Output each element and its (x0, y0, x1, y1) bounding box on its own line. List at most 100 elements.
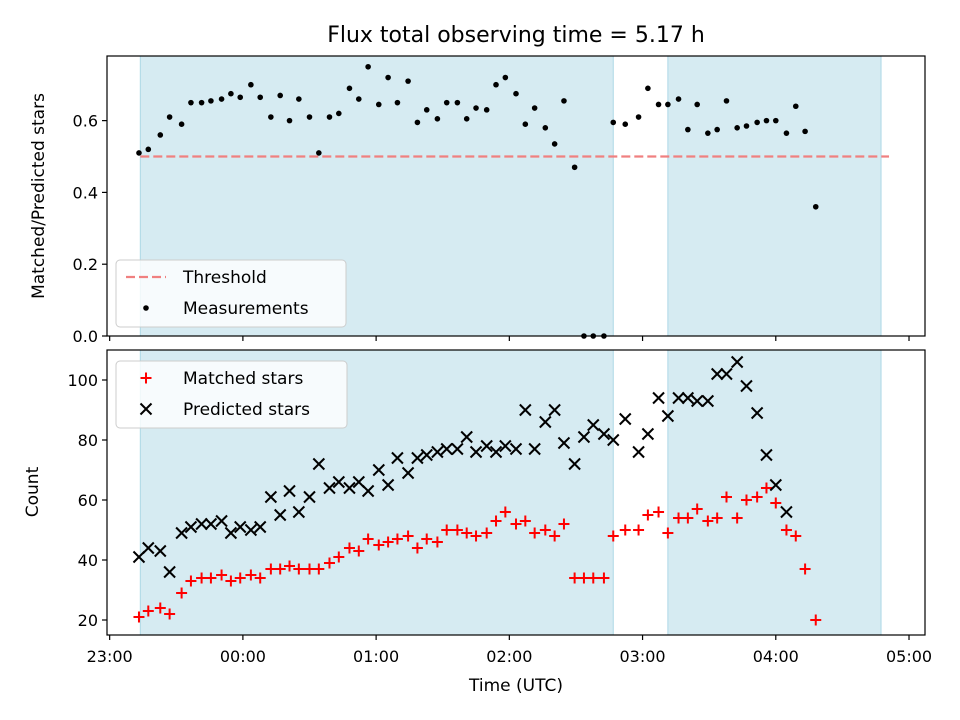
legend-label: Matched stars (183, 369, 303, 389)
y-tick-label: 80 (78, 431, 98, 450)
measurement-point (622, 121, 629, 128)
matched-point (790, 530, 802, 542)
predicted-point (539, 415, 552, 429)
measurement-point (473, 105, 479, 111)
measurement-point (375, 101, 382, 108)
matched-point (653, 506, 665, 518)
matched-point (313, 563, 325, 575)
predicted-point (587, 418, 600, 432)
measurement-point (336, 110, 342, 117)
measurement-point (502, 74, 509, 81)
measurement-point (277, 92, 283, 99)
matched-point (142, 605, 154, 617)
matched-point (558, 518, 570, 530)
measurement-point (157, 132, 164, 138)
predicted-point (215, 514, 228, 528)
predicted-point (480, 439, 493, 453)
predicted-point (440, 442, 453, 456)
predicted-point (184, 520, 198, 534)
matched-point (274, 563, 286, 575)
matched-point (421, 533, 433, 545)
x-tick-label: 23:00 (87, 647, 133, 666)
matched-point (720, 491, 732, 503)
matched-point (154, 602, 166, 614)
matched-point (549, 530, 561, 542)
matched-point (254, 572, 266, 584)
x-tick-label: 03:00 (620, 647, 666, 666)
measurement-point (772, 117, 779, 124)
measurement-point (763, 117, 770, 124)
matched-point (662, 527, 674, 539)
y-tick-label: 40 (78, 551, 98, 570)
shaded-interval (667, 349, 882, 636)
predicted-point (469, 445, 483, 459)
measurement-point (136, 150, 142, 156)
matched-point (164, 608, 176, 620)
predicted-point (254, 520, 267, 534)
measurement-point (665, 101, 671, 108)
predicted-point (509, 442, 523, 456)
matched-point (362, 533, 374, 545)
y-tick-label: 20 (78, 611, 98, 630)
y-tick-label: 0.2 (73, 255, 98, 274)
measurement-point (248, 81, 254, 88)
predicted-point (312, 457, 326, 471)
measurement-point (434, 116, 441, 122)
matched-point (216, 569, 228, 581)
x-tick-label: 02:00 (486, 647, 532, 666)
measurement-point (198, 99, 205, 106)
predicted-point (661, 409, 675, 423)
measurement-point (306, 114, 313, 120)
legend-predicted-swatch (139, 402, 153, 416)
matched-point (373, 539, 385, 551)
predicted-point (710, 367, 724, 381)
measurement-point (493, 81, 499, 88)
x-tick-label: 04:00 (753, 647, 799, 666)
matched-point (587, 572, 599, 584)
measurement-point (316, 150, 322, 156)
measurement-point (522, 121, 529, 128)
predicted-point (175, 526, 188, 540)
measurement-point (178, 121, 185, 128)
matched-point (780, 524, 792, 536)
predicted-point (769, 478, 782, 492)
measurement-point (551, 141, 558, 147)
matched-point (245, 569, 257, 581)
measurement-point (454, 99, 461, 106)
matched-point (702, 515, 714, 527)
figure-title: Flux total observing time = 5.17 h (327, 23, 705, 48)
y-tick-label: 0.0 (73, 327, 98, 346)
measurement-point (792, 103, 799, 110)
predicted-point (681, 391, 695, 405)
predicted-point (489, 445, 503, 459)
predicted-point (332, 475, 346, 489)
matched-point (234, 572, 246, 584)
axes-frame (106, 349, 926, 636)
matched-point (619, 524, 631, 536)
matched-point (569, 572, 581, 584)
predicted-point (273, 508, 287, 522)
predicted-point (632, 445, 645, 459)
measurement-point (188, 99, 194, 106)
predicted-point (343, 481, 356, 495)
measurement-point (355, 96, 362, 102)
bottom-panel-plot: 20 40 60 80 100 23:00 00:00 01:00 02:00 03:00 04:0… (67, 349, 932, 666)
predicted-point (420, 448, 433, 462)
predicted-point (391, 451, 404, 465)
matched-point (510, 518, 522, 530)
y-tick-label: 100 (67, 371, 98, 390)
measurement-point (145, 146, 152, 153)
measurement-point (346, 85, 353, 92)
predicted-point (401, 466, 415, 480)
matched-point (133, 611, 145, 623)
matched-point (391, 533, 403, 545)
matched-point (293, 563, 305, 575)
matched-point (770, 497, 782, 509)
matched-point (411, 542, 423, 554)
legend-label: Threshold (182, 268, 267, 288)
measurement-point (268, 114, 274, 120)
predicted-point (451, 442, 464, 456)
x-tick-label: 01:00 (353, 647, 399, 666)
predicted-point (499, 439, 512, 453)
